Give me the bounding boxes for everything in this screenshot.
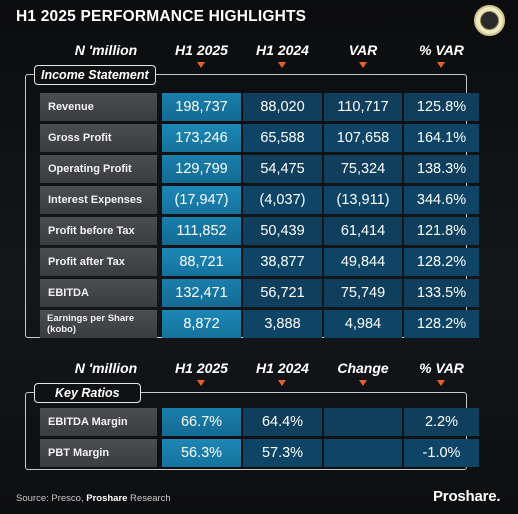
cell-var — [324, 439, 402, 467]
cell-var: 4,984 — [324, 310, 402, 338]
ratio-header-h1-2024: H1 2024 — [256, 360, 309, 376]
cell-pct-var: 133.5% — [404, 279, 479, 307]
source-note: Source: Presco, Proshare Research — [16, 493, 171, 504]
cell-var: 110,717 — [324, 93, 402, 121]
cell-pct-var: 125.8% — [404, 93, 479, 121]
income-header-pct-var: % VAR — [419, 42, 464, 58]
row-label: Revenue — [40, 93, 157, 121]
sort-arrow-icon — [359, 62, 367, 68]
ratio-header-change: Change — [337, 360, 389, 376]
ratio-header-pct-var: % VAR — [419, 360, 464, 376]
cell-var: 75,749 — [324, 279, 402, 307]
cell-h1-2025: 198,737 — [162, 93, 241, 121]
row-label: Gross Profit — [40, 124, 157, 152]
cell-var: (13,911) — [324, 186, 402, 214]
cell-h1-2024: 54,475 — [243, 155, 322, 183]
row-label: Earnings per Share (kobo) — [40, 310, 157, 338]
cell-pct-var: -1.0% — [404, 439, 479, 467]
cell-h1-2024: 88,020 — [243, 93, 322, 121]
cell-pct-var: 344.6% — [404, 186, 479, 214]
sort-arrow-icon — [437, 380, 445, 386]
ratio-section-label: Key Ratios — [34, 383, 141, 403]
row-label: EBITDA Margin — [40, 408, 157, 436]
income-header-h1-2024: H1 2024 — [256, 42, 309, 58]
cell-pct-var: 128.2% — [404, 310, 479, 338]
row-label: EBITDA — [40, 279, 157, 307]
seal-logo — [474, 5, 505, 36]
cell-h1-2025: 111,852 — [162, 217, 241, 245]
sort-arrow-icon — [437, 62, 445, 68]
cell-pct-var: 121.8% — [404, 217, 479, 245]
cell-var: 75,324 — [324, 155, 402, 183]
cell-var: 49,844 — [324, 248, 402, 276]
cell-h1-2024: 50,439 — [243, 217, 322, 245]
cell-h1-2025: 88,721 — [162, 248, 241, 276]
cell-h1-2025: (17,947) — [162, 186, 241, 214]
row-label: Operating Profit — [40, 155, 157, 183]
cell-pct-var: 2.2% — [404, 408, 479, 436]
income-header-var: VAR — [348, 42, 378, 58]
row-label: Interest Expenses — [40, 186, 157, 214]
cell-pct-var: 138.3% — [404, 155, 479, 183]
cell-h1-2025: 132,471 — [162, 279, 241, 307]
income-section-label: Income Statement — [34, 65, 156, 85]
ratio-header-h1-2025: H1 2025 — [175, 360, 228, 376]
cell-var: 107,658 — [324, 124, 402, 152]
income-header-label: N 'million — [74, 42, 138, 58]
sort-arrow-icon — [197, 380, 205, 386]
cell-h1-2024: 38,877 — [243, 248, 322, 276]
cell-h1-2024: 64.4% — [243, 408, 322, 436]
row-label: PBT Margin — [40, 439, 157, 467]
sort-arrow-icon — [197, 62, 205, 68]
page-title: H1 2025 PERFORMANCE HIGHLIGHTS — [16, 8, 307, 25]
row-label: Profit after Tax — [40, 248, 157, 276]
cell-h1-2024: 3,888 — [243, 310, 322, 338]
ratio-header-label: N 'million — [74, 360, 138, 376]
cell-h1-2025: 173,246 — [162, 124, 241, 152]
sort-arrow-icon — [278, 62, 286, 68]
cell-pct-var: 128.2% — [404, 248, 479, 276]
cell-h1-2025: 129,799 — [162, 155, 241, 183]
cell-h1-2024: 65,588 — [243, 124, 322, 152]
sort-arrow-icon — [278, 380, 286, 386]
cell-var — [324, 408, 402, 436]
cell-pct-var: 164.1% — [404, 124, 479, 152]
row-label: Profit before Tax — [40, 217, 157, 245]
sort-arrow-icon — [359, 380, 367, 386]
income-header-h1-2025: H1 2025 — [175, 42, 228, 58]
cell-h1-2025: 8,872 — [162, 310, 241, 338]
cell-h1-2024: (4,037) — [243, 186, 322, 214]
cell-var: 61,414 — [324, 217, 402, 245]
brand-logo-text: Proshare. — [433, 488, 501, 505]
cell-h1-2025: 66.7% — [162, 408, 241, 436]
cell-h1-2025: 56.3% — [162, 439, 241, 467]
cell-h1-2024: 57.3% — [243, 439, 322, 467]
cell-h1-2024: 56,721 — [243, 279, 322, 307]
